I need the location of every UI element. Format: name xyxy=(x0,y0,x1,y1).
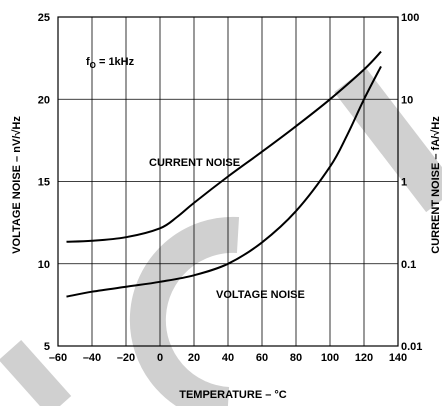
watermark-stroke-left xyxy=(0,340,72,406)
y-left-tick-label: 10 xyxy=(38,259,50,271)
series-curves xyxy=(66,50,382,298)
x-tick-label: –20 xyxy=(117,352,135,364)
x-tick-labels: –60 –40 –20 0 20 40 60 80 100 120 140 xyxy=(49,352,407,364)
y-right-tick-label: 0.1 xyxy=(401,259,416,271)
watermark-stroke-c xyxy=(129,216,240,406)
x-tick-label: –60 xyxy=(49,352,67,364)
frequency-annotation: fO = 1kHz xyxy=(86,56,135,70)
x-tick-label: –40 xyxy=(83,352,101,364)
y-right-tick-label: 0.01 xyxy=(401,341,422,353)
x-tick-label: 20 xyxy=(188,352,200,364)
series-label-current-noise: CURRENT NOISE xyxy=(149,157,240,169)
y-left-tick-label: 25 xyxy=(38,12,50,24)
x-tick-label: 60 xyxy=(256,352,268,364)
series-label-voltage-noise: VOLTAGE NOISE xyxy=(216,289,305,301)
plot-frame xyxy=(57,16,399,347)
annotation-rest: = 1kHz xyxy=(96,56,135,68)
watermark-stroke-diagonal xyxy=(334,67,442,213)
y-right-tick-label: 1 xyxy=(401,177,407,189)
x-tick-label: 100 xyxy=(321,352,339,364)
x-tick-label: 80 xyxy=(290,352,302,364)
x-tick-label: 140 xyxy=(389,352,407,364)
x-tick-label: 0 xyxy=(157,352,163,364)
voltage-noise-curve xyxy=(66,65,382,298)
y-axis-title-right: CURRENT NOISE – fA/√Hz xyxy=(430,116,442,254)
y-right-tick-labels: 0.01 0.1 1 10 100 xyxy=(401,12,422,353)
y-left-tick-labels: 5 10 15 20 25 xyxy=(38,12,50,353)
annotation-subscript: O xyxy=(90,61,96,70)
y-left-tick-label: 5 xyxy=(44,341,50,353)
x-tick-label: 40 xyxy=(222,352,234,364)
y-left-tick-label: 15 xyxy=(38,177,50,189)
x-tick-label: 120 xyxy=(355,352,373,364)
y-axis-title-left: VOLTAGE NOISE – nV/√Hz xyxy=(11,116,23,254)
x-axis-title: TEMPERATURE – °C xyxy=(179,389,287,401)
y-right-tick-label: 100 xyxy=(401,12,419,24)
annotation-main: f xyxy=(86,56,90,68)
obsolete-watermark xyxy=(0,67,442,406)
y-right-tick-label: 10 xyxy=(401,94,413,106)
current-noise-curve xyxy=(66,50,382,243)
y-left-tick-label: 20 xyxy=(38,94,50,106)
